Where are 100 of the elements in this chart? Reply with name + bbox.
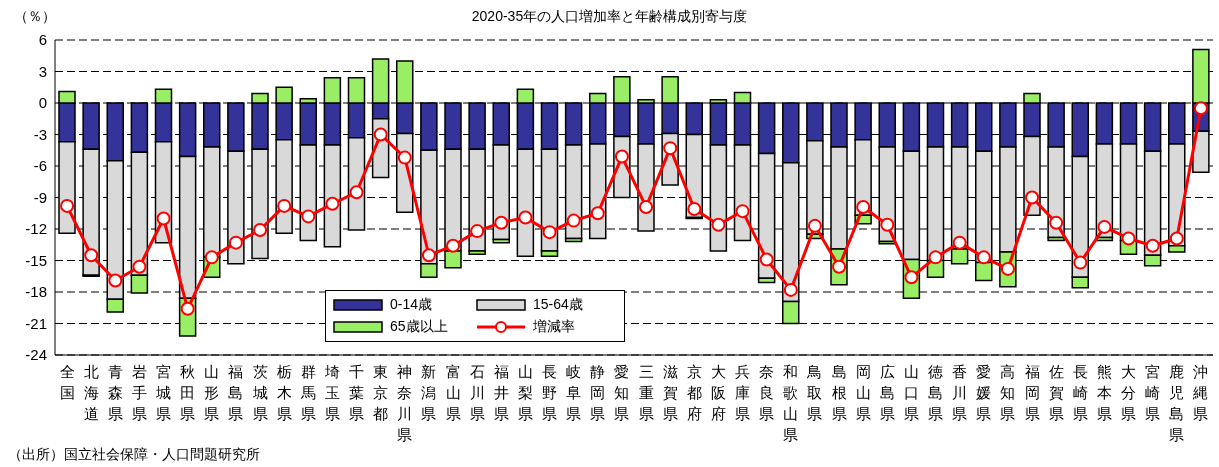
x-tick-label: 山梨県 <box>517 363 533 422</box>
x-tick-label: 京都府 <box>686 363 702 422</box>
point <box>397 150 412 165</box>
point <box>301 209 316 224</box>
x-tick-label: 長野県 <box>542 363 558 422</box>
x-tick-label: 長崎県 <box>1072 363 1088 422</box>
x-tick-label: 石川県 <box>469 363 485 422</box>
x-tick-label: 沖縄県 <box>1192 363 1209 422</box>
x-tick-label: 宮崎県 <box>1145 363 1161 422</box>
x-tick-label: 茨城県 <box>251 363 268 422</box>
point <box>880 217 895 232</box>
legend-label: 増減率 <box>533 318 575 336</box>
point <box>180 301 195 316</box>
point <box>204 250 219 265</box>
x-tick-label: 鹿児島県 <box>1169 363 1185 443</box>
y-tick-label: -15 <box>25 251 47 269</box>
legend-label: 0-14歳 <box>390 296 433 314</box>
y-tick-label: -12 <box>25 220 47 238</box>
x-tick-label: 群馬県 <box>299 363 316 422</box>
point <box>711 217 726 232</box>
point <box>639 199 654 214</box>
x-tick-label: 愛媛県 <box>976 363 992 422</box>
y-tick-label: -21 <box>25 314 47 332</box>
point <box>928 250 943 265</box>
point <box>494 215 509 230</box>
point <box>1193 101 1208 116</box>
x-tick-label: 栃木県 <box>276 363 292 422</box>
y-axis-title: （％） <box>14 8 56 26</box>
point <box>735 204 750 219</box>
point <box>156 211 171 226</box>
x-tick-label: 神奈川県 <box>397 363 413 443</box>
point <box>1049 215 1064 230</box>
y-tick-label: -18 <box>25 283 47 301</box>
x-tick-label: 岐阜県 <box>566 363 582 422</box>
point <box>84 248 99 263</box>
x-tick-label: 新潟県 <box>421 363 437 422</box>
x-tick-label: 福島県 <box>228 363 244 422</box>
y-tick-label: 3 <box>38 62 47 80</box>
x-tick-label: 宮城県 <box>155 363 172 422</box>
x-tick-label: 千葉県 <box>349 363 365 422</box>
y-tick-label: -9 <box>33 188 47 206</box>
x-tick-label: 秋田県 <box>180 363 196 422</box>
point <box>446 238 461 253</box>
x-tick-label: 北海道 <box>83 363 99 422</box>
x-tick-label: 和歌山県 <box>783 363 799 443</box>
point <box>976 250 991 265</box>
point <box>518 210 533 225</box>
x-tick-label: 三重県 <box>638 363 654 422</box>
x-tick-label: 熊本県 <box>1096 363 1112 422</box>
x-tick-label: 岡山県 <box>855 363 871 422</box>
x-tick-label: 香川県 <box>952 363 968 422</box>
x-tick-label: 東京都 <box>373 363 389 422</box>
x-tick-label: 奈良県 <box>759 363 775 422</box>
point <box>421 248 436 263</box>
y-tick-label: -24 <box>25 346 47 364</box>
x-tick-label: 富山県 <box>445 363 461 422</box>
x-tick-label: 全国 <box>59 363 75 401</box>
point <box>759 252 774 267</box>
x-tick-label: 鳥取県 <box>806 363 823 422</box>
x-tick-label: 山形県 <box>204 363 220 422</box>
point <box>663 141 678 156</box>
point <box>952 235 967 250</box>
x-tick-label: 佐賀県 <box>1048 363 1064 422</box>
x-tick-label: 広島県 <box>879 363 895 422</box>
x-tick-label: 大分県 <box>1121 363 1137 422</box>
point <box>614 149 629 164</box>
legend-label: 15-64歳 <box>533 296 583 314</box>
point <box>1025 190 1040 205</box>
x-tick-label: 大阪府 <box>710 363 726 422</box>
x-tick-label: 兵庫県 <box>735 363 751 422</box>
x-tick-label: 滋賀県 <box>662 363 678 422</box>
point <box>566 213 581 228</box>
point <box>349 185 364 200</box>
y-tick-label: 6 <box>38 31 47 49</box>
point <box>1121 231 1136 246</box>
point <box>277 198 292 213</box>
x-tick-label: 静岡県 <box>590 363 606 422</box>
y-tick-label: -6 <box>33 157 47 175</box>
point <box>228 235 243 250</box>
point <box>1097 219 1112 234</box>
point <box>325 196 340 211</box>
point <box>60 198 75 213</box>
x-tick-label: 山口県 <box>903 363 919 422</box>
point <box>470 224 485 239</box>
y-tick-label: -3 <box>33 125 47 143</box>
x-tick-label: 埼玉県 <box>323 363 340 422</box>
text: （出所）国立社会保障・人口問題研究所 <box>8 446 260 464</box>
x-tick-label: 福井県 <box>493 363 509 422</box>
point <box>856 199 871 214</box>
x-tick-label: 徳島県 <box>928 363 944 422</box>
point <box>542 225 557 240</box>
point <box>590 206 605 221</box>
point <box>108 273 123 288</box>
x-tick-label: 福岡県 <box>1024 363 1040 422</box>
y-tick-label: 0 <box>38 94 47 112</box>
x-tick-label: 高知県 <box>1000 363 1016 422</box>
x-tick-label: 島根県 <box>831 363 847 422</box>
point <box>1073 255 1088 270</box>
point <box>373 127 388 142</box>
point <box>687 202 702 217</box>
